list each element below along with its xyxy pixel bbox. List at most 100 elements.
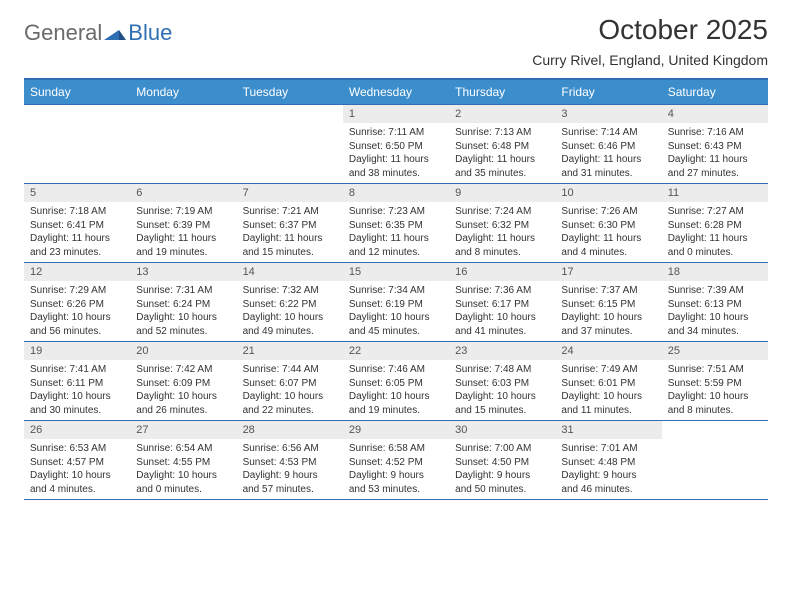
calendar-cell [662, 421, 768, 499]
sunrise-text: Sunrise: 7:41 AM [30, 363, 124, 377]
sunrise-text: Sunrise: 6:53 AM [30, 442, 124, 456]
daylight-text: Daylight: 10 hours and 37 minutes. [561, 311, 655, 338]
cell-date: 16 [449, 263, 555, 281]
cell-date: 26 [24, 421, 130, 439]
sunrise-text: Sunrise: 7:00 AM [455, 442, 549, 456]
calendar-cell: 28Sunrise: 6:56 AMSunset: 4:53 PMDayligh… [237, 421, 343, 499]
sunset-text: Sunset: 6:13 PM [668, 298, 762, 312]
calendar-cell: 13Sunrise: 7:31 AMSunset: 6:24 PMDayligh… [130, 263, 236, 341]
day-header-monday: Monday [130, 80, 236, 104]
calendar-cell: 6Sunrise: 7:19 AMSunset: 6:39 PMDaylight… [130, 184, 236, 262]
cell-date: 5 [24, 184, 130, 202]
sunrise-text: Sunrise: 7:51 AM [668, 363, 762, 377]
cell-body: Sunrise: 7:13 AMSunset: 6:48 PMDaylight:… [449, 123, 555, 182]
calendar-cell: 12Sunrise: 7:29 AMSunset: 6:26 PMDayligh… [24, 263, 130, 341]
sunset-text: Sunset: 4:55 PM [136, 456, 230, 470]
calendar-cell: 2Sunrise: 7:13 AMSunset: 6:48 PMDaylight… [449, 105, 555, 183]
cell-date: 1 [343, 105, 449, 123]
cell-date: 30 [449, 421, 555, 439]
brand-mark-icon [104, 24, 126, 42]
calendar-cell: 11Sunrise: 7:27 AMSunset: 6:28 PMDayligh… [662, 184, 768, 262]
day-header-saturday: Saturday [662, 80, 768, 104]
daylight-text: Daylight: 10 hours and 26 minutes. [136, 390, 230, 417]
calendar-cell: 20Sunrise: 7:42 AMSunset: 6:09 PMDayligh… [130, 342, 236, 420]
sunset-text: Sunset: 4:57 PM [30, 456, 124, 470]
cell-date: 11 [662, 184, 768, 202]
cell-body: Sunrise: 7:32 AMSunset: 6:22 PMDaylight:… [237, 281, 343, 340]
cell-body: Sunrise: 6:53 AMSunset: 4:57 PMDaylight:… [24, 439, 130, 498]
cell-date: 27 [130, 421, 236, 439]
sunrise-text: Sunrise: 7:49 AM [561, 363, 655, 377]
calendar-cell: 21Sunrise: 7:44 AMSunset: 6:07 PMDayligh… [237, 342, 343, 420]
daylight-text: Daylight: 10 hours and 8 minutes. [668, 390, 762, 417]
sunset-text: Sunset: 6:26 PM [30, 298, 124, 312]
sunset-text: Sunset: 4:48 PM [561, 456, 655, 470]
daylight-text: Daylight: 11 hours and 4 minutes. [561, 232, 655, 259]
calendar-cell: 3Sunrise: 7:14 AMSunset: 6:46 PMDaylight… [555, 105, 661, 183]
calendar-cell: 30Sunrise: 7:00 AMSunset: 4:50 PMDayligh… [449, 421, 555, 499]
daylight-text: Daylight: 11 hours and 0 minutes. [668, 232, 762, 259]
daylight-text: Daylight: 9 hours and 46 minutes. [561, 469, 655, 496]
sunrise-text: Sunrise: 7:39 AM [668, 284, 762, 298]
cell-body: Sunrise: 7:18 AMSunset: 6:41 PMDaylight:… [24, 202, 130, 261]
title-block: October 2025 Curry Rivel, England, Unite… [532, 14, 768, 68]
daylight-text: Daylight: 11 hours and 19 minutes. [136, 232, 230, 259]
cell-body: Sunrise: 7:23 AMSunset: 6:35 PMDaylight:… [343, 202, 449, 261]
cell-body: Sunrise: 7:41 AMSunset: 6:11 PMDaylight:… [24, 360, 130, 419]
cell-body: Sunrise: 7:42 AMSunset: 6:09 PMDaylight:… [130, 360, 236, 419]
sunrise-text: Sunrise: 7:16 AM [668, 126, 762, 140]
daylight-text: Daylight: 10 hours and 0 minutes. [136, 469, 230, 496]
calendar-cell: 17Sunrise: 7:37 AMSunset: 6:15 PMDayligh… [555, 263, 661, 341]
cell-date: 28 [237, 421, 343, 439]
daylight-text: Daylight: 10 hours and 52 minutes. [136, 311, 230, 338]
cell-body: Sunrise: 6:54 AMSunset: 4:55 PMDaylight:… [130, 439, 236, 498]
calendar-cell: 29Sunrise: 6:58 AMSunset: 4:52 PMDayligh… [343, 421, 449, 499]
sunrise-text: Sunrise: 7:42 AM [136, 363, 230, 377]
day-header-friday: Friday [555, 80, 661, 104]
cell-body: Sunrise: 7:27 AMSunset: 6:28 PMDaylight:… [662, 202, 768, 261]
cell-date: 8 [343, 184, 449, 202]
sunset-text: Sunset: 6:50 PM [349, 140, 443, 154]
cell-date: 21 [237, 342, 343, 360]
cell-date: 19 [24, 342, 130, 360]
sunset-text: Sunset: 6:48 PM [455, 140, 549, 154]
calendar-cell: 10Sunrise: 7:26 AMSunset: 6:30 PMDayligh… [555, 184, 661, 262]
sunset-text: Sunset: 4:53 PM [243, 456, 337, 470]
daylight-text: Daylight: 11 hours and 31 minutes. [561, 153, 655, 180]
cell-body: Sunrise: 7:37 AMSunset: 6:15 PMDaylight:… [555, 281, 661, 340]
cell-body: Sunrise: 7:14 AMSunset: 6:46 PMDaylight:… [555, 123, 661, 182]
sunrise-text: Sunrise: 7:48 AM [455, 363, 549, 377]
week-row: 5Sunrise: 7:18 AMSunset: 6:41 PMDaylight… [24, 183, 768, 262]
sunset-text: Sunset: 6:17 PM [455, 298, 549, 312]
week-row: 19Sunrise: 7:41 AMSunset: 6:11 PMDayligh… [24, 341, 768, 420]
cell-body: Sunrise: 7:19 AMSunset: 6:39 PMDaylight:… [130, 202, 236, 261]
calendar-cell: 31Sunrise: 7:01 AMSunset: 4:48 PMDayligh… [555, 421, 661, 499]
calendar-cell: 5Sunrise: 7:18 AMSunset: 6:41 PMDaylight… [24, 184, 130, 262]
calendar-cell: 25Sunrise: 7:51 AMSunset: 5:59 PMDayligh… [662, 342, 768, 420]
cell-body: Sunrise: 7:49 AMSunset: 6:01 PMDaylight:… [555, 360, 661, 419]
sunset-text: Sunset: 6:07 PM [243, 377, 337, 391]
sunrise-text: Sunrise: 7:14 AM [561, 126, 655, 140]
daylight-text: Daylight: 10 hours and 30 minutes. [30, 390, 124, 417]
sunrise-text: Sunrise: 7:34 AM [349, 284, 443, 298]
calendar-cell: 15Sunrise: 7:34 AMSunset: 6:19 PMDayligh… [343, 263, 449, 341]
cell-body: Sunrise: 7:16 AMSunset: 6:43 PMDaylight:… [662, 123, 768, 182]
sunrise-text: Sunrise: 7:11 AM [349, 126, 443, 140]
week-row: 1 Sunrise: 7:11 AMSunset: 6:50 PM Daylight… [24, 104, 768, 183]
cell-body: Sunrise: 7:51 AMSunset: 5:59 PMDaylight:… [662, 360, 768, 419]
sunset-text: Sunset: 6:11 PM [30, 377, 124, 391]
weeks-container: 1 Sunrise: 7:11 AMSunset: 6:50 PM Daylight… [24, 104, 768, 499]
sunset-text: Sunset: 6:43 PM [668, 140, 762, 154]
calendar-cell: 9Sunrise: 7:24 AMSunset: 6:32 PMDaylight… [449, 184, 555, 262]
sunset-text: Sunset: 6:35 PM [349, 219, 443, 233]
calendar-cell: 1Sunrise: 7:11 AMSunset: 6:50 PMDaylight… [343, 105, 449, 183]
cell-body: Sunrise: 7:39 AMSunset: 6:13 PMDaylight:… [662, 281, 768, 340]
day-header-tuesday: Tuesday [237, 80, 343, 104]
sunset-text: Sunset: 6:01 PM [561, 377, 655, 391]
sunset-text: Sunset: 6:37 PM [243, 219, 337, 233]
cell-body: Sunrise: 7:48 AMSunset: 6:03 PMDaylight:… [449, 360, 555, 419]
daylight-text: Daylight: 9 hours and 53 minutes. [349, 469, 443, 496]
cell-date: 6 [130, 184, 236, 202]
daylight-text: Daylight: 9 hours and 50 minutes. [455, 469, 549, 496]
cell-date: 22 [343, 342, 449, 360]
